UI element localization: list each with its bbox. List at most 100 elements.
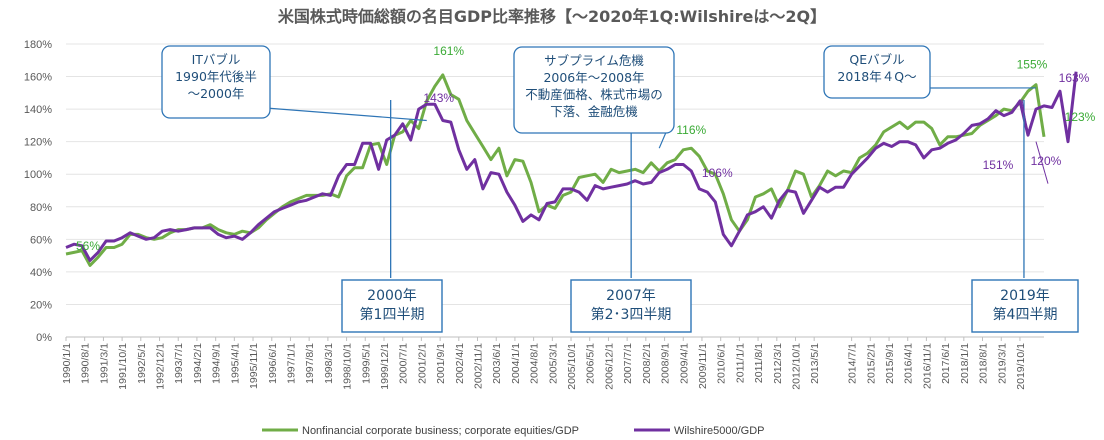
x-tick-label: 2011/1/1 xyxy=(734,343,746,383)
x-tick-label: 1991/10/1 xyxy=(117,343,129,390)
x-tick-label: 1996/6/1 xyxy=(267,343,279,384)
callout-box xyxy=(513,46,675,134)
callout-text: 不動産価格、株式市場の xyxy=(525,87,663,102)
x-tick-label: 2009/4/1 xyxy=(678,343,690,384)
data-label: 155% xyxy=(1017,58,1048,72)
y-tick-label: 60% xyxy=(30,234,52,246)
y-tick-label: 180% xyxy=(24,39,52,51)
x-tick-label: 2007/7/1 xyxy=(622,343,634,384)
x-tick-label: 2011/8/1 xyxy=(753,343,765,383)
data-label: 123% xyxy=(1065,110,1096,124)
x-tick-label: 2018/8/1 xyxy=(978,343,990,384)
y-tick-label: 40% xyxy=(30,267,52,279)
x-tick-label: 1990/1/1 xyxy=(61,343,73,384)
data-label: 116% xyxy=(676,123,706,137)
data-labels: 56% 161% 116% 155% 123% 143% 106% 151% 120% 163% xyxy=(76,44,1096,253)
legend-label-nonfinancial: Nonfinancial corporate business; corpora… xyxy=(302,425,579,437)
period-text: 第2･3四半期 xyxy=(591,306,672,323)
x-tick-label: 1994/2/1 xyxy=(192,343,204,384)
data-label: 120% xyxy=(1031,154,1062,168)
chart-title: 米国株式時価総額の名目GDP比率推移【～2020年1Q:Wilshireは～2Q… xyxy=(278,7,826,26)
callouts: ITバブル 1990年代後半 ～2000年 サブプライム危機 2006年～2008年不動… xyxy=(161,45,1036,149)
x-tick-label: 2001/2/1 xyxy=(416,343,428,384)
x-tick-label: 1998/3/1 xyxy=(323,343,335,384)
period-text: 2019年 xyxy=(1000,288,1050,304)
x-tick-label: 2015/9/1 xyxy=(884,343,896,384)
x-tick-label: 1995/4/1 xyxy=(229,343,241,384)
x-tick-label: 2008/2/1 xyxy=(641,343,653,384)
x-tick-label: 2016/11/1 xyxy=(921,343,933,389)
x-tick-label: 1999/5/1 xyxy=(360,343,372,384)
period-text: 第4四半期 xyxy=(993,306,1058,323)
x-axis: 1990/1/1 1990/8/1 1991/3/1 1991/10/1 1992/5/… xyxy=(61,337,1027,390)
callout-text: 2018年４Q～ xyxy=(837,69,916,84)
x-tick-label: 1991/3/1 xyxy=(98,343,110,384)
y-tick-label: 120% xyxy=(24,137,52,149)
x-tick-label: 2002/4/1 xyxy=(454,343,466,384)
x-tick-label: 2012/10/1 xyxy=(790,343,802,390)
legend: Nonfinancial corporate business; corpora… xyxy=(262,425,764,437)
x-tick-label: 1990/8/1 xyxy=(80,343,92,384)
data-label: 56% xyxy=(76,239,100,253)
period-text: 2007年 xyxy=(606,288,656,304)
x-tick-label: 1992/12/1 xyxy=(155,343,167,390)
x-tick-label: 2013/5/1 xyxy=(809,343,821,384)
x-tick-label: 2015/2/1 xyxy=(865,343,877,384)
x-tick-label: 2004/8/1 xyxy=(529,343,541,384)
x-tick-label: 2009/11/1 xyxy=(697,343,709,389)
x-tick-label: 2008/9/1 xyxy=(660,343,672,384)
x-tick-label: 1999/12/1 xyxy=(379,343,391,390)
y-tick-label: 80% xyxy=(30,202,52,214)
data-label: 151% xyxy=(983,158,1014,172)
period-box xyxy=(570,279,692,333)
x-tick-label: 2004/1/1 xyxy=(510,343,522,384)
x-tick-label: 1993/7/1 xyxy=(173,343,185,384)
x-tick-label: 2005/3/1 xyxy=(547,343,559,384)
x-tick-label: 2001/9/1 xyxy=(435,343,447,384)
x-tick-label: 2019/10/1 xyxy=(1015,343,1027,390)
x-tick-label: 2012/3/1 xyxy=(772,343,784,384)
legend-label-wilshire: Wilshire5000/GDP xyxy=(674,425,764,437)
x-tick-label: 1997/8/1 xyxy=(304,343,316,384)
x-tick-label: 2016/4/1 xyxy=(903,343,915,384)
callout-text: ～2000年 xyxy=(188,86,245,101)
x-tick-label: 1997/1/1 xyxy=(285,343,297,384)
data-label: 106% xyxy=(702,166,733,180)
x-tick-label: 2000/7/1 xyxy=(398,343,410,384)
y-axis: 0% 20% 40% 60% 80% 100% 120% 140% 160% 180% xyxy=(24,39,52,344)
x-tick-label: 2018/1/1 xyxy=(959,343,971,384)
data-label: 163% xyxy=(1059,71,1090,85)
x-tick-label: 1998/10/1 xyxy=(342,343,354,390)
callout-text: 下落、金融危機 xyxy=(550,104,638,119)
x-tick-label: 2014/7/1 xyxy=(847,343,859,384)
label-leader xyxy=(1021,99,1029,136)
x-tick-label: 2005/10/1 xyxy=(566,343,578,390)
callout-box xyxy=(161,45,271,119)
x-tick-label: 2003/6/1 xyxy=(491,343,503,384)
x-tick-label: 1995/11/1 xyxy=(248,343,260,389)
callout-text: 1990年代後半 xyxy=(175,69,257,84)
period-text: 2000年 xyxy=(367,288,417,304)
callout-pointer xyxy=(265,107,427,122)
x-tick-label: 2006/5/1 xyxy=(585,343,597,384)
x-tick-label: 1992/5/1 xyxy=(136,343,148,384)
y-tick-label: 0% xyxy=(36,332,52,344)
period-box xyxy=(341,279,443,333)
series-line-wilshire xyxy=(65,71,1078,262)
callout-text: QEバブル xyxy=(849,52,904,67)
x-tick-label: 2019/3/1 xyxy=(996,343,1008,384)
callout-box xyxy=(823,45,931,99)
period-text: 第1四半期 xyxy=(360,306,425,323)
x-tick-label: 2006/12/1 xyxy=(603,343,615,390)
y-tick-label: 140% xyxy=(24,104,52,116)
x-tick-label: 1994/9/1 xyxy=(211,343,223,384)
series-lines xyxy=(65,71,1078,267)
callout-text: サブプライム危機 xyxy=(544,53,644,68)
data-label: 161% xyxy=(433,44,464,58)
x-tick-label: 2010/6/1 xyxy=(716,343,728,384)
y-tick-label: 100% xyxy=(24,169,52,181)
series-line-nonfinancial xyxy=(65,73,1046,267)
data-label: 143% xyxy=(423,91,454,105)
period-box xyxy=(971,279,1079,333)
